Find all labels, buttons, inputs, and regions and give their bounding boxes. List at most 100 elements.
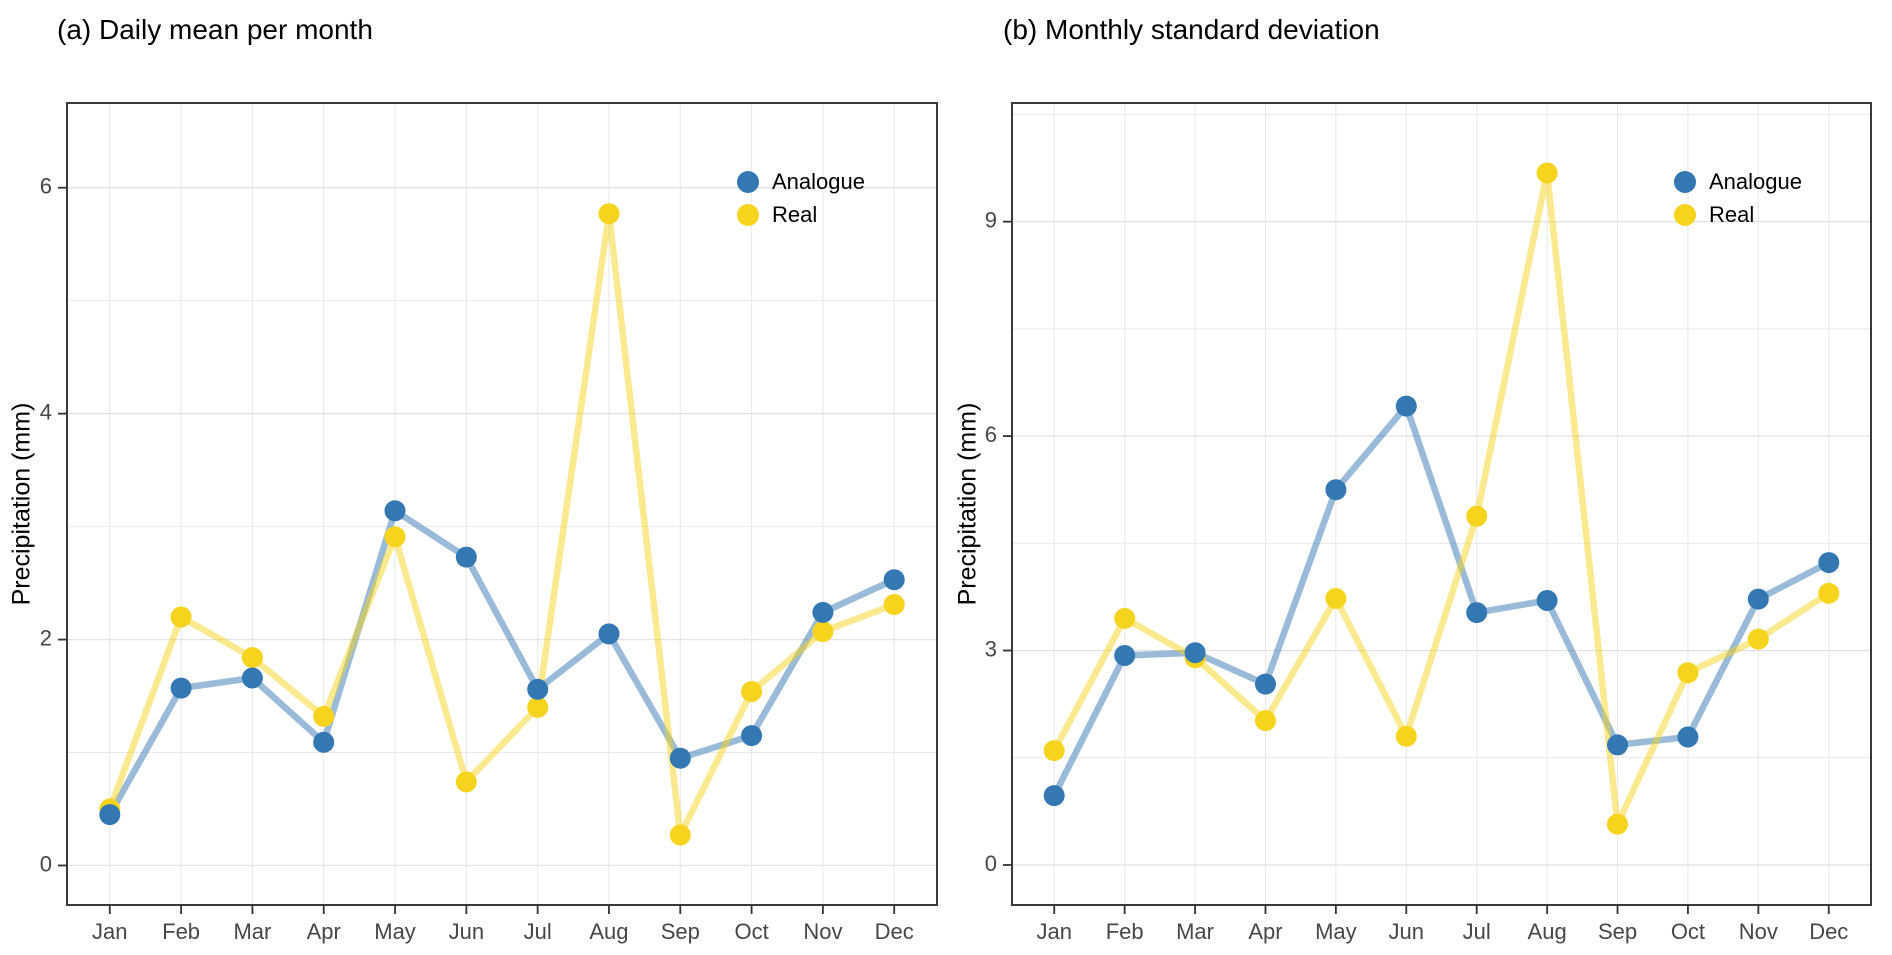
panel-b-title: (b) Monthly standard deviation (1003, 14, 1380, 45)
x-tick-label: Nov (1739, 919, 1778, 944)
data-point (741, 681, 763, 702)
y-tick-label: 6 (40, 174, 52, 199)
panel-b-plot-area: 0 3 6 9 Jan Feb Mar Apr May Jun Jul Aug Sep Oct Nov Dec (985, 102, 1872, 944)
data-point (313, 731, 335, 753)
x-tick-label: Jan (1037, 919, 1072, 944)
analogue-swatch-icon (1674, 170, 1696, 193)
panel-border (66, 102, 938, 906)
x-tick-label: Sep (661, 919, 700, 944)
data-point (1184, 642, 1206, 664)
data-point (883, 569, 905, 591)
analogue-legend-label: Analogue (772, 168, 865, 194)
y-major-gridlines (67, 187, 937, 867)
data-point (1536, 162, 1558, 184)
legend-item-real: Real (1674, 198, 1802, 231)
data-point (812, 601, 834, 623)
x-tick-label: Mar (1176, 919, 1214, 944)
x-tick-label: Jul (524, 919, 552, 944)
series-real-points (1043, 162, 1840, 835)
data-point (241, 667, 263, 689)
data-point (598, 623, 620, 645)
y-tick-label: 0 (985, 851, 997, 876)
legend-item-analogue: Analogue (737, 165, 865, 198)
y-tick-label: 3 (985, 636, 997, 661)
x-tick-label: Aug (1528, 919, 1567, 944)
x-tick-label: May (374, 919, 416, 944)
analogue-swatch-icon (737, 170, 759, 193)
data-point (1114, 645, 1136, 666)
data-point (1325, 479, 1347, 501)
panel-a-plot-area: 0 2 4 6 Jan Feb Mar Apr May Jun Jul Aug Sep Oct Nov Dec (40, 102, 938, 944)
x-tick-label: Jun (1389, 919, 1424, 944)
data-point (1043, 740, 1065, 762)
analogue-legend-label: Analogue (1709, 168, 1802, 194)
data-point (1677, 726, 1699, 748)
data-point (455, 771, 477, 793)
data-point (1818, 552, 1840, 574)
data-point (598, 203, 620, 225)
panel-b-legend: Analogue Real (1674, 165, 1802, 231)
data-point (1043, 785, 1065, 807)
data-point (241, 647, 263, 669)
x-tick-label: Feb (1106, 919, 1144, 944)
legend-item-real: Real (737, 198, 865, 231)
panel-a-legend: Analogue Real (737, 165, 865, 231)
series-analogue-line (106, 507, 898, 818)
x-tick-label: Jun (449, 919, 484, 944)
series-real-line (106, 210, 898, 839)
data-point (455, 546, 477, 568)
data-point (1466, 602, 1488, 624)
real-swatch-icon (1674, 203, 1696, 226)
data-point (1818, 582, 1840, 604)
y-tick-label: 9 (985, 207, 997, 232)
series-real-points (99, 203, 905, 846)
panel-a-title: (a) Daily mean per month (57, 14, 373, 45)
series-analogue-points (1043, 395, 1840, 807)
panel-border (1011, 102, 1872, 906)
x-tick-label: Feb (162, 919, 200, 944)
data-point (527, 696, 549, 718)
data-point (170, 606, 192, 628)
data-point (1395, 725, 1417, 747)
panel-a: (a) Daily mean per month Precipitation (… (8, 14, 938, 944)
data-point (1325, 587, 1347, 609)
x-tick-label: Oct (734, 919, 768, 944)
data-point (812, 621, 834, 643)
data-point (384, 526, 406, 548)
y-tick-label: 2 (40, 625, 52, 650)
x-tick-label: Jul (1463, 919, 1491, 944)
data-point (1747, 628, 1769, 650)
real-legend-label: Real (772, 201, 818, 227)
x-tick-label: Dec (875, 919, 914, 944)
data-point (1607, 734, 1628, 756)
data-point (1255, 710, 1276, 732)
real-legend-label: Real (1709, 201, 1755, 227)
data-point (384, 500, 406, 522)
series-analogue-line (1050, 402, 1833, 799)
axis-ticks-and-labels: 0 2 4 6 Jan Feb Mar Apr May Jun Jul Aug Sep Oct Nov Dec (40, 174, 914, 944)
data-point (170, 677, 192, 699)
x-tick-label: Sep (1598, 919, 1637, 944)
x-tick-label: Nov (803, 919, 842, 944)
data-point (99, 804, 121, 826)
data-point (1607, 813, 1628, 835)
y-tick-label: 0 (40, 851, 52, 876)
x-tick-label: Oct (1671, 919, 1705, 944)
data-point (669, 824, 691, 846)
y-tick-label: 4 (40, 399, 52, 424)
data-point (1255, 673, 1276, 695)
axis-ticks-and-labels: 0 3 6 9 Jan Feb Mar Apr May Jun Jul Aug Sep Oct Nov Dec (985, 207, 1849, 944)
legend-item-analogue: Analogue (1674, 165, 1802, 198)
series-analogue-points (99, 500, 905, 826)
y-minor-gridlines (1012, 113, 1871, 759)
x-tick-label: Dec (1809, 919, 1848, 944)
data-point (527, 678, 549, 700)
data-point (741, 725, 763, 747)
data-point (1395, 395, 1417, 417)
series-real-line (1050, 169, 1833, 828)
data-point (1677, 662, 1699, 684)
data-point (313, 705, 335, 727)
y-minor-gridlines (67, 300, 937, 753)
x-tick-label: Aug (589, 919, 628, 944)
